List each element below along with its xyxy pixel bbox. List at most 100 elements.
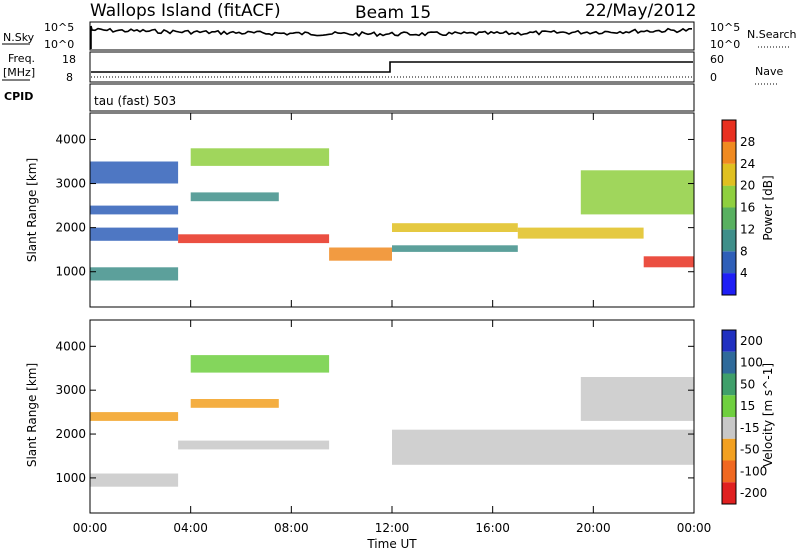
time-axis-label: Time UT — [366, 537, 417, 551]
freq-panel: Freq. [MHz] 18 8 60 0 Nave — [2, 51, 783, 85]
velocity-cbar-tick-2: 50 — [740, 377, 755, 391]
time-tick-label-2: 08:00 — [274, 521, 309, 535]
velocity-cbar-seg-0 — [722, 330, 736, 352]
power-band-1 — [90, 227, 179, 241]
time-tick-label-3: 12:00 — [375, 521, 410, 535]
nsky-trace — [90, 25, 692, 49]
cpid-label: CPID — [4, 90, 33, 103]
power-band-12 — [580, 170, 695, 215]
beam-title: Beam 15 — [355, 3, 431, 23]
velocity-ylabel: Slant Range [km] — [25, 363, 39, 467]
power-band-0 — [90, 267, 179, 281]
freq-tick-bottom: 8 — [66, 71, 73, 84]
cpid-value: tau (fast) 503 — [94, 94, 176, 108]
power-cbar-tick-6: 28 — [740, 135, 755, 149]
power-panel: 1000 2000 3000 4000 Slant Range [km] — [25, 112, 695, 308]
nsearch-label: N.Search — [747, 28, 797, 41]
nsky-tick-top: 10^5 — [44, 21, 74, 34]
nsky-frame — [89, 21, 695, 51]
power-cbar-label: Power [dB] — [761, 175, 775, 240]
velocity-cbar-seg-6 — [722, 460, 736, 483]
power-yticks: 1000 2000 3000 4000 — [55, 132, 694, 279]
nsky-panel: N.Sky 10^5 10^0 10^5 10^0 N.Search — [2, 21, 797, 51]
velocity-yticks: 1000 2000 3000 4000 — [55, 339, 694, 485]
velocity-ytick-label-2: 3000 — [55, 383, 86, 397]
velocity-cbar-tick-4: -15 — [740, 421, 760, 435]
power-band-3 — [90, 161, 179, 184]
power-band-2 — [90, 205, 179, 215]
power-cbar-tick-5: 24 — [740, 157, 755, 171]
velocity-cbar-seg-4 — [722, 417, 736, 439]
velocity-colorbar: 200 100 50 15 -15 -50 -100 -200 Velocity [m s^-1… — [721, 329, 775, 505]
velocity-cbar-tick-3: 15 — [740, 399, 755, 413]
power-cbar-seg-5 — [722, 163, 736, 186]
power-band-6 — [190, 192, 279, 202]
nsearch-tick-bottom: 10^0 — [710, 38, 740, 51]
velocity-band-6 — [580, 377, 695, 421]
velocity-cbar-label: Velocity [m s^-1] — [761, 363, 775, 467]
power-cbar-seg-4 — [722, 185, 736, 208]
power-cbar-seg-3 — [722, 207, 736, 230]
velocity-cbar-tick-5: -50 — [740, 443, 760, 457]
nsky-label: N.Sky — [3, 31, 35, 44]
power-band-4 — [178, 234, 330, 244]
velocity-cbar-seg-2 — [722, 373, 736, 396]
velocity-band-3 — [190, 355, 330, 373]
velocity-band-2 — [178, 440, 330, 450]
power-ylabel: Slant Range [km] — [25, 158, 39, 262]
freq-unit-label: [MHz] — [3, 66, 35, 79]
velocity-cbar-tick-1: 100 — [740, 356, 763, 370]
date-title: 22/May/2012 — [585, 1, 697, 21]
freq-trace — [91, 61, 693, 73]
power-ytick-label-1: 2000 — [55, 221, 86, 235]
nave-tick-top: 60 — [710, 53, 724, 66]
velocity-panel: 1000 2000 3000 4000 Slant Range [km] — [25, 319, 695, 514]
velocity-cbar-seg-5 — [722, 438, 736, 461]
power-ytick-label-2: 3000 — [55, 177, 86, 191]
velocity-ytick-label-3: 4000 — [55, 339, 86, 353]
time-tick-label-1: 04:00 — [173, 521, 208, 535]
velocity-cbar-seg-3 — [722, 395, 736, 418]
time-tick-label-0: 00:00 — [73, 521, 108, 535]
cpid-frame — [89, 83, 695, 112]
velocity-band-0 — [90, 473, 179, 487]
power-band-7 — [329, 247, 392, 261]
time-tick-label-6: 00:00 — [677, 521, 712, 535]
power-cbar-seg-1 — [722, 251, 736, 274]
velocity-band-4 — [190, 399, 279, 408]
station-title: Wallops Island (fitACF) — [90, 1, 281, 21]
nave-label: Nave — [755, 65, 783, 78]
velocity-cbar-tick-0: 200 — [740, 334, 763, 348]
time-axis: 00:00 04:00 08:00 12:00 16:00 20:00 00:00 — [73, 113, 712, 535]
velocity-cbar-tick-7: -200 — [740, 486, 767, 500]
power-cbar-tick-0: 4 — [740, 266, 748, 280]
time-tick-label-5: 20:00 — [576, 521, 611, 535]
power-band-11 — [643, 256, 694, 268]
velocity-ytick-label-0: 1000 — [55, 471, 86, 485]
power-cbar-tick-2: 12 — [740, 222, 755, 236]
nave-tick-bottom: 0 — [710, 71, 717, 84]
time-tick-label-4: 16:00 — [475, 521, 510, 535]
velocity-cbar-frame — [721, 329, 737, 505]
power-cbar-seg-7 — [722, 120, 736, 142]
power-cbar-tick-4: 20 — [740, 179, 755, 193]
freq-tick-top: 18 — [62, 53, 76, 66]
power-band-5 — [190, 148, 330, 166]
power-band-10 — [517, 227, 644, 239]
power-colorbar: 4 8 12 16 20 24 28 Power [dB] — [721, 119, 775, 296]
power-cbar-frame — [721, 119, 737, 296]
freq-label: Freq. — [8, 52, 35, 65]
power-ytick-label-0: 1000 — [55, 265, 86, 279]
nsearch-tick-top: 10^5 — [710, 21, 740, 34]
nsky-tick-bottom: 10^0 — [44, 38, 74, 51]
velocity-band-1 — [90, 412, 179, 421]
power-band-9 — [392, 245, 518, 252]
velocity-band-5 — [392, 429, 694, 465]
power-band-8 — [392, 223, 518, 232]
power-marks — [90, 148, 695, 281]
power-cbar-tick-1: 8 — [740, 244, 748, 258]
velocity-cbar-seg-7 — [722, 482, 736, 505]
power-cbar-seg-0 — [722, 273, 736, 295]
freq-frame — [89, 51, 695, 83]
